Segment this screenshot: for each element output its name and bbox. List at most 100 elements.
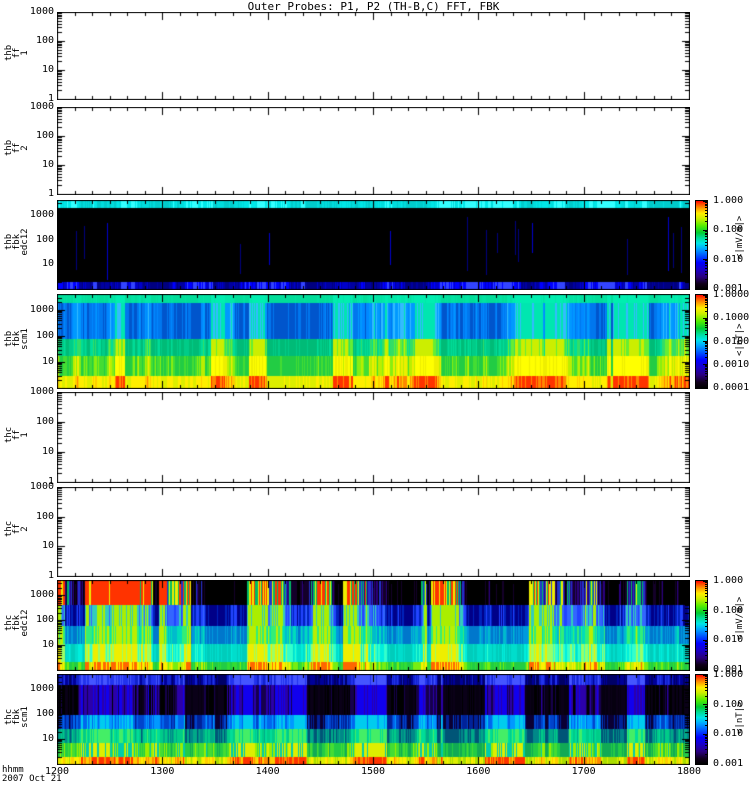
colorbar-tick-label: 0.001: [713, 283, 744, 294]
colorbar-minor-tick: [705, 611, 707, 613]
colorbar-minor-tick: [705, 334, 707, 336]
y-tick-label: 1000: [29, 303, 54, 315]
y-tick-label: 1000: [29, 101, 54, 112]
colorbar-minor-tick: [705, 370, 707, 372]
colorbar-minor-tick: [705, 347, 707, 349]
colorbar-tick-label: 1.000: [713, 195, 744, 206]
colorbar-tick: [703, 639, 707, 641]
colorbar-minor-tick: [705, 619, 707, 621]
spectrogram-canvas-thb-ff-1: [57, 12, 690, 100]
colorbar-minor-tick: [705, 373, 707, 375]
colorbar-tick: [703, 295, 707, 296]
colorbar-minor-tick: [705, 260, 707, 262]
colorbar-minor-tick: [705, 738, 707, 740]
colorbar-minor-tick: [705, 311, 707, 313]
colorbar-unit-thb-fbk-edc12: <|mV/m|>: [725, 216, 750, 259]
colorbar-minor-tick: [705, 236, 707, 238]
colorbar-minor-tick: [705, 740, 707, 742]
colorbar-tick-label: 0.0010: [713, 358, 750, 370]
colorbar-minor-tick: [705, 263, 707, 265]
colorbar-minor-tick: [705, 683, 707, 685]
colorbar-tick: [703, 230, 707, 231]
colorbar-minor-tick: [705, 238, 707, 240]
colorbar-minor-tick: [705, 307, 707, 309]
colorbar-minor-tick: [705, 705, 707, 707]
colorbar-minor-tick: [705, 380, 707, 382]
colorbar-tick-label: 0.0100: [713, 335, 750, 347]
colorbar-minor-tick: [705, 749, 707, 750]
colorbar-minor-tick: [705, 205, 707, 207]
colorbar-minor-tick: [705, 601, 707, 603]
colorbar-minor-tick: [705, 216, 707, 218]
y-tick-label: 10: [41, 540, 54, 552]
colorbar-minor-tick: [705, 616, 707, 618]
colorbar-tick-label: 0.010: [713, 634, 744, 646]
colorbar-unit-text: <|nT|>: [735, 322, 745, 356]
colorbar-minor-tick: [705, 231, 707, 233]
colorbar-minor-tick: [705, 686, 707, 688]
y-tick-label: 10: [41, 733, 54, 745]
colorbar-minor-tick: [705, 681, 707, 683]
colorbar-minor-tick: [705, 265, 707, 267]
colorbar-thb-fbk-edc12: [695, 200, 708, 290]
colorbar-minor-tick: [705, 596, 707, 598]
y-tick-label: 10: [41, 446, 54, 457]
colorbar-minor-tick: [705, 589, 707, 591]
colorbar-minor-tick: [705, 630, 707, 632]
colorbar-minor-tick: [705, 707, 707, 709]
y-tick-label: 100: [35, 510, 54, 522]
colorbar-unit-text: <|mV/m|>: [735, 215, 745, 259]
colorbar-minor-tick: [705, 622, 707, 623]
colorbar-minor-tick: [705, 357, 707, 359]
colorbar-minor-tick: [705, 587, 707, 589]
colorbar-minor-tick: [705, 324, 707, 326]
colorbar-tick-label: 0.001: [713, 664, 744, 675]
colorbar-minor-tick: [705, 365, 707, 367]
y-tick-label: 10: [41, 159, 54, 170]
y-tick-label: 1000: [29, 481, 54, 492]
colorbar-minor-tick: [705, 319, 707, 321]
colorbar-minor-tick: [705, 203, 707, 205]
colorbar-minor-tick: [705, 625, 707, 627]
colorbar-minor-tick: [705, 677, 707, 679]
y-tick-label: 10: [41, 64, 54, 75]
colorbar-minor-tick: [705, 710, 707, 712]
colorbar-tick: [703, 387, 707, 388]
colorbar-tick: [703, 675, 707, 676]
x-tick-label: 1300: [150, 766, 175, 777]
y-tick-label: 10: [41, 258, 54, 270]
colorbar-minor-tick: [705, 297, 707, 299]
x-tick-label: 1600: [466, 766, 491, 777]
y-tick-label: 1: [47, 93, 54, 104]
colorbar-unit-text: <|nT|>: [735, 700, 745, 734]
colorbar-tick: [703, 581, 707, 582]
colorbar-tick-label: 0.100: [713, 604, 744, 616]
x-tick-label: 1400: [255, 766, 280, 777]
colorbar-tick-label: 1.0000: [713, 289, 750, 300]
time-axis-date-label: 2007 Oct 21: [2, 774, 62, 784]
y-tick-label: 100: [35, 233, 54, 245]
y-tick-label: 100: [35, 130, 54, 141]
colorbar-tick: [703, 288, 707, 289]
spectrogram-canvas-thc-fbk-scm1: [57, 674, 690, 765]
colorbar-minor-tick: [705, 245, 707, 247]
colorbar-minor-tick: [705, 304, 707, 306]
colorbar-minor-tick: [705, 648, 707, 650]
time-axis-units-label: hhmm: [2, 765, 24, 775]
colorbar-thb-fbk-scm1: [695, 294, 708, 389]
x-tick-label: 1700: [571, 766, 596, 777]
y-tick-label: 100: [35, 614, 54, 626]
colorbar-tick-label: 0.001: [713, 758, 744, 769]
colorbar-minor-tick: [705, 267, 707, 269]
colorbar-minor-tick: [705, 369, 707, 371]
y-tick-label: 100: [35, 329, 54, 341]
colorbar-minor-tick: [705, 676, 707, 678]
spectrogram-canvas-thb-ff-2: [57, 107, 690, 195]
colorbar-minor-tick: [705, 209, 707, 211]
colorbar-tick: [703, 341, 707, 342]
y-tick-label: 1000: [29, 386, 54, 397]
colorbar-minor-tick: [705, 613, 707, 615]
colorbar-tick: [703, 610, 707, 612]
colorbar-tick: [703, 201, 707, 202]
